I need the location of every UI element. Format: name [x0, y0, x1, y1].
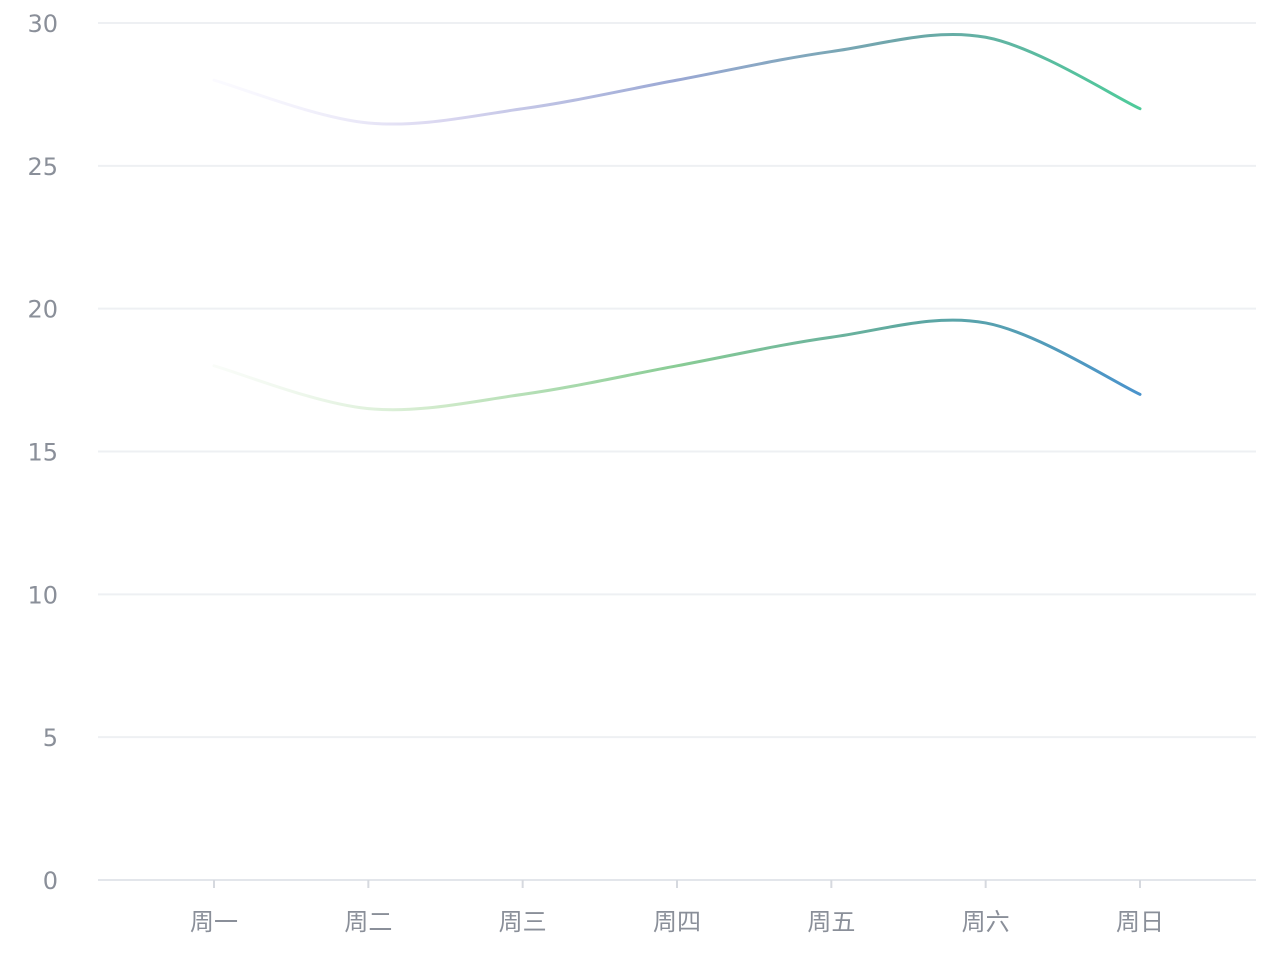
x-tick-label: 周六 — [962, 908, 1010, 936]
grid-lines — [98, 22, 1256, 739]
tick-labels: 0 5 10 15 20 25 30 周一 周二 周三 周四 周五 周六 周日 — [27, 10, 1164, 936]
y-tick-label: 30 — [27, 10, 58, 38]
series-lines — [212, 32, 1142, 412]
y-tick-label: 10 — [27, 581, 58, 609]
y-tick-label: 20 — [27, 296, 58, 324]
x-tick-label: 周日 — [1116, 908, 1164, 936]
x-tick-label: 周五 — [807, 908, 855, 936]
x-tick-label: 周二 — [344, 908, 392, 936]
x-tick-label: 周四 — [653, 908, 701, 936]
y-tick-label: 5 — [43, 724, 58, 752]
x-tick-label: 周三 — [499, 908, 547, 936]
x-tick-label: 周一 — [190, 908, 238, 936]
axes — [98, 879, 1256, 888]
series-line-2 — [212, 318, 1142, 412]
y-tick-label: 0 — [43, 867, 58, 895]
y-tick-label: 15 — [27, 439, 58, 467]
series-line-1 — [212, 32, 1142, 126]
y-tick-label: 25 — [27, 153, 58, 181]
